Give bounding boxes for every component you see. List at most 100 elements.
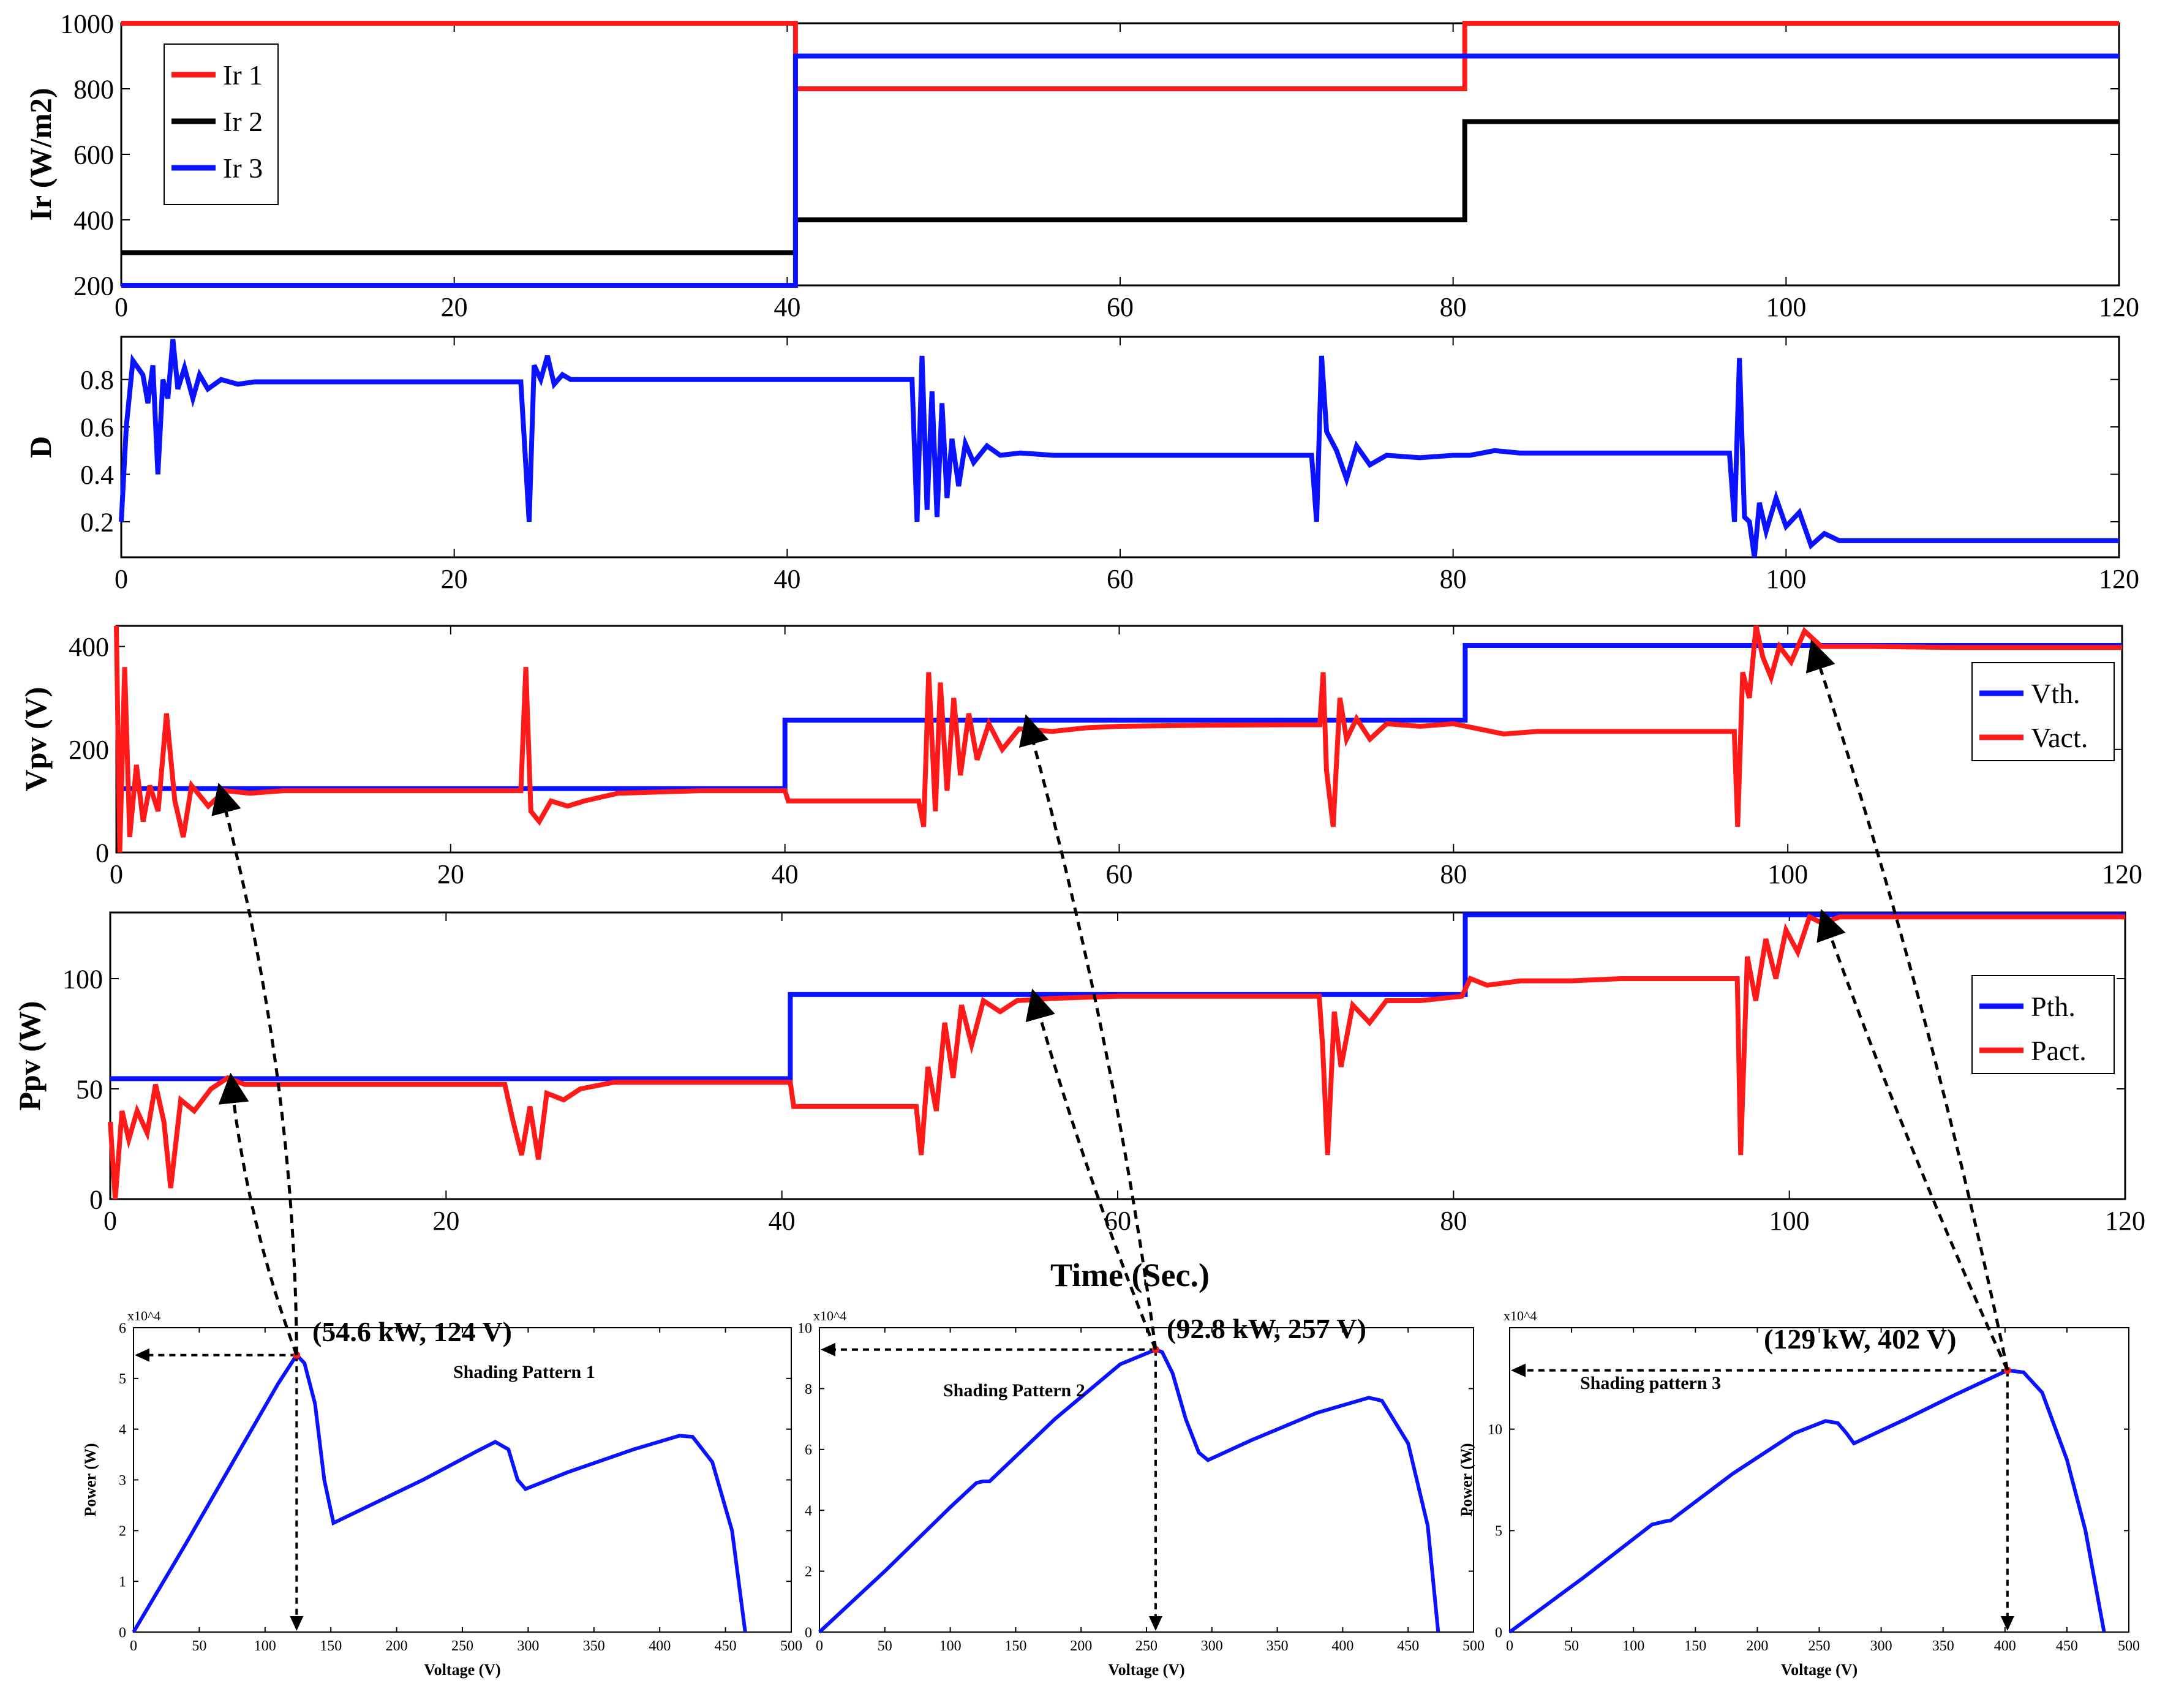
y-tick-label: 0 (96, 838, 109, 868)
x-tick-label: 200 (386, 1638, 408, 1654)
y-tick-label: 600 (73, 140, 114, 170)
y-tick-label: 50 (76, 1074, 103, 1104)
x-tick-label: 0 (115, 292, 128, 322)
x-tick-label: 300 (1870, 1638, 1892, 1654)
plot-area (115, 625, 2123, 854)
x-tick-label: 20 (441, 292, 468, 322)
x-tick-label: 450 (715, 1638, 737, 1654)
x-tick-label: 0 (115, 564, 128, 594)
pv-curve-panel-1: 0 50 100 150 200 250 300 350 400 450 500 0 1 2 3 4 5 6 Pow… (81, 1308, 802, 1679)
legend-box (1971, 975, 2115, 1074)
x-axis-label: Voltage (V) (424, 1661, 500, 1679)
series-line-0 (119, 339, 2119, 558)
mpp-link-arrow (211, 783, 298, 1355)
plot-area (120, 336, 2120, 559)
x-tick-label: 0 (110, 859, 123, 889)
x-tick-label: 200 (1746, 1638, 1768, 1654)
y-tick-label: 4 (805, 1503, 812, 1519)
series-line-0 (818, 1347, 1440, 1634)
y-tick-label: 3 (119, 1473, 126, 1489)
legend-label: Pact. (2031, 1035, 2087, 1066)
y-tick-label: 2 (805, 1564, 812, 1580)
y-tick-label: 0.6 (80, 412, 114, 442)
x-tick-label: 500 (1462, 1638, 1485, 1654)
x-tick-label: 60 (1106, 859, 1133, 889)
x-tick-label: 100 (1767, 859, 1808, 889)
y-tick-label: 400 (73, 205, 114, 235)
mpp-link-arrow (1805, 639, 2009, 1371)
legend-label: Vact. (2031, 722, 2088, 753)
x-tick-label: 20 (437, 859, 464, 889)
series-line-ir-3 (121, 53, 2119, 288)
y-multiplier: x10^4 (813, 1308, 846, 1323)
x-tick-label: 500 (2118, 1638, 2140, 1654)
series-line-0 (1508, 1368, 2106, 1634)
x-tick-label: 250 (1809, 1638, 1831, 1654)
x-tick-label: 450 (1397, 1638, 1419, 1654)
x-tick-label: 40 (774, 292, 800, 322)
y-tick-label: 0.2 (80, 507, 114, 537)
x-tick-label: 60 (1107, 564, 1134, 594)
y-tick-label: 5 (1495, 1524, 1502, 1540)
x-tick-label: 100 (1622, 1638, 1644, 1654)
y-tick-label: 6 (805, 1442, 812, 1458)
legend-label: Pth. (2031, 991, 2076, 1022)
series-line-ir-1 (121, 21, 2119, 91)
y-axis-label: D (23, 436, 58, 458)
y-axis-label: Power (W) (1458, 1443, 1475, 1516)
x-tick-label: 60 (1104, 1206, 1131, 1236)
x-tick-label: 120 (2099, 564, 2139, 594)
x-tick-label: 50 (1564, 1638, 1579, 1654)
shading-pattern-title: Shading Pattern 2 (943, 1380, 1085, 1401)
x-tick-label: 100 (1769, 1206, 1810, 1236)
mpp-link-arrow (1025, 988, 1158, 1350)
x-tick-label: 80 (1440, 292, 1467, 322)
x-tick-label: 40 (772, 859, 799, 889)
x-tick-label: 450 (2056, 1638, 2078, 1654)
mpp-voltage-arrowhead (1148, 1616, 1162, 1631)
plot-area (819, 1327, 1474, 1633)
x-tick-label: 150 (1004, 1638, 1026, 1654)
plot-area (120, 22, 2120, 287)
y-tick-label: 4 (119, 1422, 126, 1438)
mpp-label: (54.6 kW, 124 V) (312, 1316, 512, 1347)
x-tick-label: 400 (649, 1638, 671, 1654)
x-tick-label: 300 (1201, 1638, 1223, 1654)
x-tick-label: 150 (1684, 1638, 1706, 1654)
time-axis-label: Time (Sec.) (1050, 1257, 1210, 1293)
x-tick-label: 0 (130, 1638, 137, 1654)
plot-area (109, 911, 2126, 1200)
x-tick-label: 0 (104, 1206, 117, 1236)
x-tick-label: 0 (816, 1638, 823, 1654)
y-tick-label: 8 (805, 1382, 812, 1398)
mpp-link-arrow (1018, 714, 1158, 1350)
y-axis-label: Ppv (W) (12, 1001, 47, 1110)
y-axis-label: Vpv (V) (18, 687, 53, 792)
x-tick-label: 350 (1267, 1638, 1289, 1654)
y-multiplier: x10^4 (127, 1308, 160, 1323)
pv-curve-panel-3: 0 50 100 150 200 250 300 350 400 450 500 0 5 10 Power … (1458, 1308, 2140, 1679)
mpp-voltage-arrowhead (2000, 1616, 2014, 1631)
x-tick-label: 60 (1107, 292, 1134, 322)
x-tick-label: 100 (254, 1638, 276, 1654)
series-line-ir-2 (121, 119, 2119, 255)
mpp-power-arrowhead (135, 1348, 149, 1362)
y-tick-label: 200 (73, 271, 114, 301)
x-tick-label: 20 (432, 1206, 459, 1236)
y-tick-label: 0.8 (80, 365, 114, 395)
x-tick-label: 80 (1440, 1206, 1467, 1236)
x-tick-label: 0 (1506, 1638, 1513, 1654)
legend-box (164, 43, 279, 205)
y-tick-label: 0 (805, 1625, 812, 1641)
legend-label: Ir 3 (223, 152, 263, 184)
legend-label: Vth. (2031, 678, 2080, 709)
mpp-label: (129 kW, 402 V) (1764, 1323, 1956, 1355)
mpp-power-arrowhead (1511, 1363, 1526, 1377)
x-tick-label: 250 (1135, 1638, 1158, 1654)
y-tick-label: 0 (89, 1184, 103, 1214)
x-tick-label: 350 (583, 1638, 605, 1654)
x-tick-label: 300 (517, 1638, 539, 1654)
x-tick-label: 100 (939, 1638, 962, 1654)
y-tick-label: 0 (119, 1625, 126, 1641)
mpp-power-arrowhead (821, 1342, 835, 1356)
